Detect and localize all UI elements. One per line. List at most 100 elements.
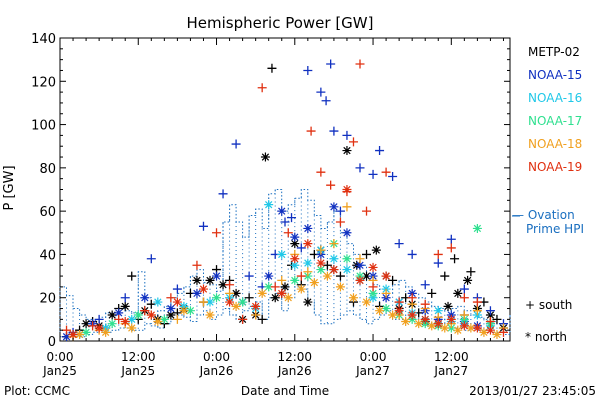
data-point-north bbox=[342, 146, 352, 156]
data-point-north bbox=[433, 319, 443, 329]
data-point-north bbox=[303, 258, 313, 268]
data-point-north bbox=[192, 275, 202, 285]
data-point-north bbox=[94, 323, 104, 333]
data-point-north bbox=[277, 206, 287, 216]
data-point-south bbox=[498, 327, 508, 337]
data-point-south bbox=[303, 65, 313, 75]
data-point-north bbox=[329, 265, 339, 275]
data-point-south bbox=[335, 271, 345, 281]
data-point-south bbox=[450, 254, 460, 264]
data-point-south bbox=[283, 228, 293, 238]
data-point-north bbox=[316, 265, 326, 275]
data-point-south bbox=[94, 314, 104, 324]
data-point-south bbox=[198, 297, 208, 307]
x-tick-label-time: 0:00 bbox=[360, 350, 387, 364]
data-point-north bbox=[218, 280, 228, 290]
data-point-south bbox=[270, 282, 280, 292]
data-point-north bbox=[277, 249, 287, 259]
data-point-south bbox=[355, 163, 365, 173]
data-point-north bbox=[153, 297, 163, 307]
data-point-north bbox=[205, 310, 215, 320]
data-point-south bbox=[316, 167, 326, 177]
plot-frame bbox=[59, 37, 511, 342]
data-point-south bbox=[342, 130, 352, 140]
data-point-south bbox=[342, 202, 352, 212]
data-point-south bbox=[231, 139, 241, 149]
data-point-south bbox=[306, 126, 316, 136]
data-point-north bbox=[159, 314, 169, 324]
data-point-south bbox=[388, 172, 398, 182]
legend-item-noaa-17: NOAA-17 bbox=[528, 114, 582, 128]
data-point-north bbox=[342, 228, 352, 238]
data-point-south bbox=[459, 284, 469, 294]
legend: METP-02 NOAA-15 NOAA-16 NOAA-17 NOAA-18 … bbox=[512, 45, 584, 344]
data-point-south bbox=[440, 271, 450, 281]
data-point-north bbox=[290, 275, 300, 285]
data-point-north bbox=[166, 304, 176, 314]
data-point-south bbox=[326, 59, 336, 69]
data-point-north bbox=[362, 271, 372, 281]
data-point-north bbox=[375, 306, 385, 316]
data-point-south bbox=[394, 297, 404, 307]
data-point-south bbox=[459, 293, 469, 303]
data-point-north bbox=[205, 275, 215, 285]
data-point-north bbox=[459, 321, 469, 331]
data-point-south bbox=[381, 167, 391, 177]
y-tick-label: 60 bbox=[39, 205, 56, 220]
data-point-north bbox=[225, 297, 235, 307]
data-point-north bbox=[296, 284, 306, 294]
data-point-south bbox=[303, 267, 313, 277]
data-point-north bbox=[280, 282, 290, 292]
series-noaa-19-north bbox=[68, 185, 495, 340]
data-point-north bbox=[238, 297, 248, 307]
x-tick-label-date: Jan25 bbox=[42, 364, 77, 378]
data-point-north bbox=[342, 254, 352, 264]
data-point-south bbox=[329, 126, 339, 136]
data-point-north bbox=[251, 301, 261, 311]
data-point-south bbox=[146, 299, 156, 309]
legend-item-ovation-line2: Prime HPI bbox=[526, 222, 584, 236]
legend-item-noaa-18: NOAA-18 bbox=[528, 137, 582, 151]
legend-item-ovation: — Ovation bbox=[512, 208, 575, 222]
data-point-north bbox=[381, 271, 391, 281]
data-point-south bbox=[296, 243, 306, 253]
data-point-north bbox=[355, 275, 365, 285]
data-point-south bbox=[218, 189, 228, 199]
footer-timestamp: 2013/01/27 23:45:05 bbox=[469, 384, 596, 398]
data-point-south bbox=[472, 297, 482, 307]
data-point-north bbox=[127, 323, 137, 333]
ovation-upper-envelope bbox=[60, 189, 511, 325]
data-point-north bbox=[463, 275, 473, 285]
y-axis-label: P [GW] bbox=[2, 165, 17, 210]
data-point-south bbox=[459, 310, 469, 320]
data-point-south bbox=[326, 180, 336, 190]
data-point-south bbox=[433, 258, 443, 268]
data-point-north bbox=[260, 152, 270, 162]
data-point-north bbox=[264, 271, 274, 281]
x-tick-label-date: Jan25 bbox=[120, 364, 155, 378]
data-point-north bbox=[101, 327, 111, 337]
data-point-south bbox=[362, 249, 372, 259]
series-metp-02-north bbox=[68, 146, 508, 340]
data-point-south bbox=[114, 314, 124, 324]
series-noaa-18-south bbox=[68, 202, 508, 342]
x-tick-label-time: 0:00 bbox=[47, 350, 74, 364]
x-tick-label-date: Jan26 bbox=[277, 364, 312, 378]
data-point-north bbox=[205, 297, 215, 307]
data-point-north bbox=[198, 284, 208, 294]
x-axis-label: Date and Time bbox=[241, 384, 329, 398]
data-point-south bbox=[420, 280, 430, 290]
data-point-south bbox=[388, 275, 398, 285]
data-point-south bbox=[446, 234, 456, 244]
footer-plot-credit: Plot: CCMC bbox=[4, 384, 70, 398]
data-point-north bbox=[443, 301, 453, 311]
data-point-north bbox=[140, 293, 150, 303]
data-point-north bbox=[309, 278, 319, 288]
data-point-north bbox=[62, 332, 72, 342]
x-tick-label-date: Jan26 bbox=[199, 364, 234, 378]
data-point-north bbox=[453, 288, 463, 298]
data-point-north bbox=[485, 325, 495, 335]
data-point-north bbox=[120, 301, 130, 311]
